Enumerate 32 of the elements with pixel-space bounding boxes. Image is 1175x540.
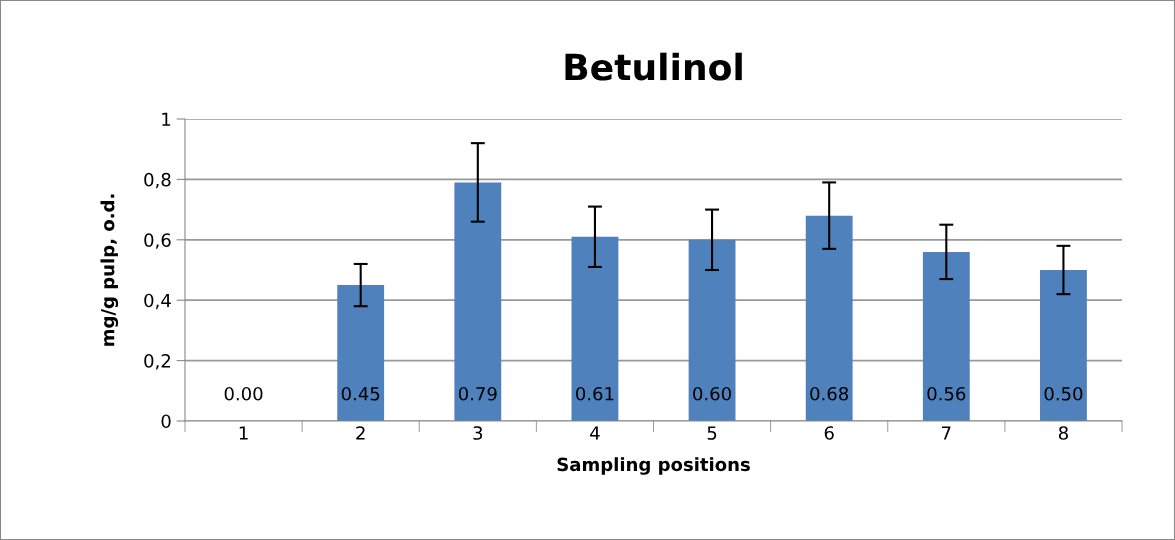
y-tick-label: 0,6 (144, 233, 171, 249)
data-label: 0.56 (927, 386, 966, 401)
bar (454, 182, 502, 421)
y-tick-label: 1 (162, 112, 171, 126)
chart-title: Betulinol (565, 52, 742, 81)
data-label: 0.68 (810, 386, 849, 401)
data-label: 0.50 (1044, 386, 1083, 401)
x-tick-label: 6 (824, 426, 834, 440)
data-label: 0.61 (576, 386, 614, 401)
y-tick-label: 0,4 (144, 293, 171, 310)
data-label: 0.45 (341, 386, 380, 401)
data-label: 0.00 (224, 386, 263, 401)
bar (337, 285, 385, 421)
bar (805, 215, 853, 421)
y-tick-label: 0 (161, 414, 171, 429)
x-tick-label: 7 (942, 426, 951, 440)
data-label: 0.60 (693, 386, 731, 401)
y-tick-label: 0,2 (144, 354, 170, 370)
bar (922, 251, 970, 421)
x-tick-label: 4 (590, 426, 600, 440)
y-tick-label: 0,8 (144, 172, 171, 189)
x-tick-label: 5 (707, 426, 717, 440)
x-tick-label: 3 (473, 426, 483, 440)
x-tick-label: 8 (1058, 426, 1068, 440)
x-axis-title: Sampling positions (557, 457, 750, 475)
x-tick-label: 1 (239, 426, 248, 440)
data-label: 0.79 (458, 386, 497, 401)
bar (1040, 270, 1087, 421)
x-tick-label: 2 (356, 426, 365, 440)
bar (571, 236, 619, 421)
y-axis-title: mg/g pulp, o.d. (100, 194, 119, 346)
bar (688, 239, 736, 421)
